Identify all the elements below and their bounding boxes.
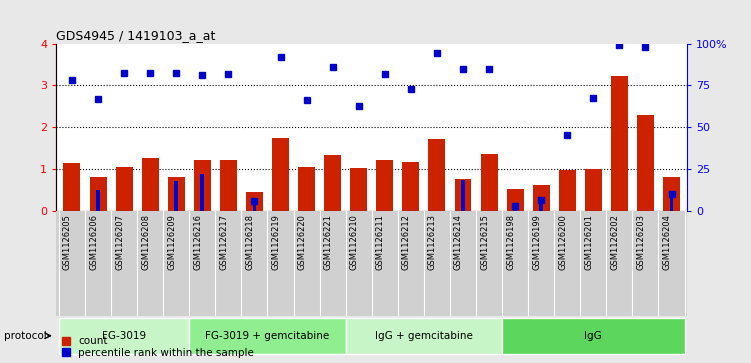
Bar [559, 170, 576, 211]
Text: GSM1126218: GSM1126218 [246, 214, 255, 270]
Legend: count, percentile rank within the sample: count, percentile rank within the sample [62, 336, 254, 358]
Text: GSM1126212: GSM1126212 [402, 214, 411, 270]
Bar [454, 179, 472, 211]
Text: GSM1126219: GSM1126219 [272, 214, 281, 270]
Text: protocol: protocol [4, 331, 47, 341]
Bar [481, 154, 497, 211]
Bar [246, 192, 263, 211]
Bar [252, 201, 256, 211]
Bar [220, 160, 237, 211]
Bar [89, 177, 107, 211]
Bar [513, 205, 517, 211]
Text: GSM1126201: GSM1126201 [584, 214, 593, 270]
Bar [637, 115, 654, 211]
Text: GSM1126206: GSM1126206 [89, 214, 98, 270]
Bar [142, 158, 158, 211]
Bar [194, 160, 211, 211]
FancyBboxPatch shape [345, 318, 502, 354]
Text: GSM1126214: GSM1126214 [454, 214, 463, 270]
Text: FG-3019: FG-3019 [102, 331, 146, 341]
Bar [167, 177, 185, 211]
Text: GSM1126220: GSM1126220 [297, 214, 306, 270]
Bar [324, 155, 341, 211]
Bar [403, 162, 419, 211]
Text: GSM1126199: GSM1126199 [532, 214, 541, 270]
Bar [64, 163, 80, 211]
Bar [428, 139, 445, 211]
Bar [507, 189, 523, 211]
Bar [532, 185, 550, 211]
Bar [272, 138, 289, 211]
Text: IgG: IgG [584, 331, 602, 341]
Text: GSM1126210: GSM1126210 [350, 214, 359, 270]
Text: GSM1126202: GSM1126202 [611, 214, 620, 270]
Text: GDS4945 / 1419103_a_at: GDS4945 / 1419103_a_at [56, 29, 216, 42]
Text: GSM1126216: GSM1126216 [193, 214, 202, 270]
Bar [585, 169, 602, 211]
Bar [350, 168, 367, 211]
Text: GSM1126213: GSM1126213 [428, 214, 437, 270]
FancyBboxPatch shape [502, 318, 685, 354]
Bar [461, 180, 465, 211]
Text: GSM1126211: GSM1126211 [376, 214, 385, 270]
Bar [376, 160, 394, 211]
Bar [539, 200, 543, 211]
Text: GSM1126198: GSM1126198 [506, 214, 515, 270]
Text: GSM1126209: GSM1126209 [167, 214, 176, 270]
Text: GSM1126204: GSM1126204 [662, 214, 671, 270]
Text: GSM1126200: GSM1126200 [558, 214, 567, 270]
Bar [298, 167, 315, 211]
Text: GSM1126203: GSM1126203 [636, 214, 645, 270]
Text: GSM1126205: GSM1126205 [63, 214, 72, 270]
Bar [611, 76, 628, 211]
FancyBboxPatch shape [59, 318, 189, 354]
Text: FG-3019 + gemcitabine: FG-3019 + gemcitabine [205, 331, 330, 341]
Bar [96, 189, 100, 211]
Text: GSM1126221: GSM1126221 [324, 214, 333, 270]
Text: GSM1126207: GSM1126207 [115, 214, 124, 270]
Bar [174, 181, 178, 211]
FancyBboxPatch shape [189, 318, 345, 354]
Text: GSM1126217: GSM1126217 [219, 214, 228, 270]
Text: GSM1126208: GSM1126208 [141, 214, 150, 270]
Bar [663, 177, 680, 211]
Bar [670, 193, 674, 211]
Bar [201, 174, 204, 211]
Text: IgG + gemcitabine: IgG + gemcitabine [375, 331, 473, 341]
Text: GSM1126215: GSM1126215 [480, 214, 489, 270]
Bar [116, 167, 133, 211]
